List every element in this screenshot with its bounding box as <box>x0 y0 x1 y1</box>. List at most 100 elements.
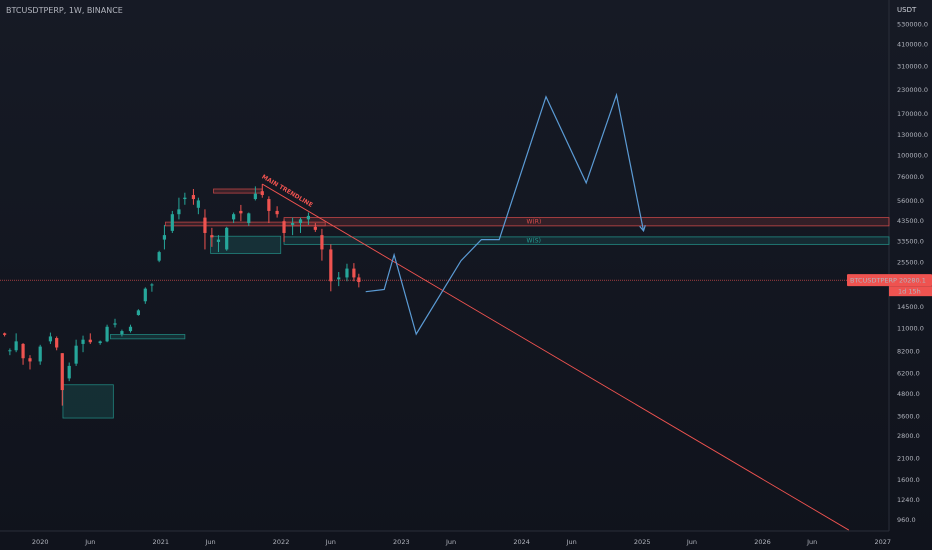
x-tick-label: Jun <box>566 538 577 546</box>
y-tick-label: 530000.0 <box>897 21 928 29</box>
candle-body[interactable] <box>162 235 167 240</box>
candle-body[interactable] <box>157 252 161 261</box>
candle-body[interactable] <box>225 227 229 250</box>
y-tick-label: 4800.0 <box>897 390 920 398</box>
candle-body[interactable] <box>88 339 92 343</box>
y-tick-label: 11000.0 <box>897 325 924 333</box>
candle-body[interactable] <box>191 195 196 200</box>
x-tick-label: 2024 <box>513 538 530 546</box>
candle-body[interactable] <box>38 346 42 362</box>
candle-body[interactable] <box>81 339 85 344</box>
y-tick-label: 14500.0 <box>897 303 924 311</box>
candle-body[interactable] <box>267 199 271 211</box>
level-zone[interactable] <box>283 217 890 227</box>
candle-body[interactable] <box>105 326 109 342</box>
candle-body[interactable] <box>260 191 264 196</box>
candle-body[interactable] <box>177 209 181 215</box>
candle-body[interactable] <box>60 353 64 391</box>
countdown-badge <box>889 286 932 297</box>
candle-body[interactable] <box>216 239 221 242</box>
y-tick-label: 43500.0 <box>897 217 924 225</box>
y-tick-label: 76000.0 <box>897 173 924 181</box>
projection-path[interactable] <box>365 92 645 336</box>
candle-body[interactable] <box>55 338 59 348</box>
x-tick-label: Jun <box>204 538 215 546</box>
price-value-label: 20280.1 <box>899 277 926 285</box>
y-tick-label: 2800.0 <box>897 432 920 440</box>
x-tick-label: 2020 <box>32 538 49 546</box>
y-tick-label: 960.0 <box>897 516 916 524</box>
candle-body[interactable] <box>320 235 324 250</box>
candle-body[interactable] <box>8 350 12 352</box>
y-tick-label: 410000.0 <box>897 41 928 49</box>
y-tick-label: 170000.0 <box>897 110 928 118</box>
x-tick-label: Jun <box>806 538 817 546</box>
candle-body[interactable] <box>143 288 147 302</box>
candle-body[interactable] <box>183 197 187 200</box>
x-tick-label: 2025 <box>634 538 651 546</box>
candle-body[interactable] <box>275 210 279 215</box>
candle-body[interactable] <box>170 214 174 231</box>
x-tick-label: Jun <box>325 538 336 546</box>
candle-body[interactable] <box>136 310 140 316</box>
main-trendline[interactable] <box>262 183 850 531</box>
y-tick-label: 310000.0 <box>897 63 928 71</box>
candle-body[interactable] <box>120 331 124 335</box>
price-symbol-label: BTCUSDTPERP <box>850 277 897 285</box>
candle-body[interactable] <box>247 213 251 224</box>
candle-body[interactable] <box>196 200 200 208</box>
candle-body[interactable] <box>329 249 333 282</box>
level-label: W(S) <box>527 238 541 245</box>
candle-body[interactable] <box>337 277 341 280</box>
chart-title: BTCUSDTPERP, 1W, BINANCE <box>6 6 123 15</box>
candle-body[interactable] <box>113 323 117 325</box>
candle-body[interactable] <box>290 223 295 225</box>
y-tick-label: 25500.0 <box>897 259 924 267</box>
candle-body[interactable] <box>128 326 133 332</box>
level-label: W(R) <box>527 219 542 226</box>
candle-body[interactable] <box>3 333 7 335</box>
candle-body[interactable] <box>298 219 303 224</box>
zone-support-zone-2020b[interactable] <box>109 334 186 340</box>
candle-body[interactable] <box>357 277 361 283</box>
candle-body[interactable] <box>313 226 317 230</box>
x-tick-label: Jun <box>686 538 697 546</box>
y-tick-label: 1240.0 <box>897 496 920 504</box>
candle-body[interactable] <box>67 365 71 379</box>
candle-body[interactable] <box>14 341 18 351</box>
candle-body[interactable] <box>210 235 214 238</box>
candle-body[interactable] <box>203 217 207 233</box>
candle-body[interactable] <box>253 193 257 200</box>
y-tick-label: 2100.0 <box>897 455 920 463</box>
price-symbol-badge <box>847 274 932 287</box>
candle-body[interactable] <box>345 268 349 278</box>
projection-arrowhead <box>639 224 646 233</box>
candle-body[interactable] <box>21 343 25 359</box>
candle-body[interactable] <box>150 284 154 286</box>
x-tick-label: 2022 <box>273 538 290 546</box>
zone-support-zone-2020[interactable] <box>62 384 114 419</box>
candle-body[interactable] <box>282 221 286 233</box>
level-zone[interactable] <box>283 236 890 245</box>
x-tick-label: 2027 <box>874 538 891 546</box>
candle-body[interactable] <box>239 210 243 214</box>
zone-range-zone-2021[interactable] <box>210 235 282 254</box>
candle-body[interactable] <box>28 358 32 362</box>
candle-body[interactable] <box>98 341 102 344</box>
candle-body[interactable] <box>352 268 356 278</box>
zone-resistance-zone-2021b[interactable] <box>165 221 326 227</box>
candle-body[interactable] <box>306 215 311 220</box>
y-tick-label: 230000.0 <box>897 86 928 94</box>
candle-body[interactable] <box>48 336 53 342</box>
y-tick-label: 100000.0 <box>897 151 928 159</box>
candle-body[interactable] <box>74 345 78 364</box>
candle-body[interactable] <box>232 214 236 220</box>
y-tick-label: 1600.0 <box>897 476 920 484</box>
y-tick-label: 6200.0 <box>897 370 920 378</box>
x-tick-label: Jun <box>445 538 456 546</box>
x-tick-label: Jun <box>84 538 95 546</box>
y-tick-label: 33500.0 <box>897 237 924 245</box>
x-tick-label: 2026 <box>754 538 771 546</box>
